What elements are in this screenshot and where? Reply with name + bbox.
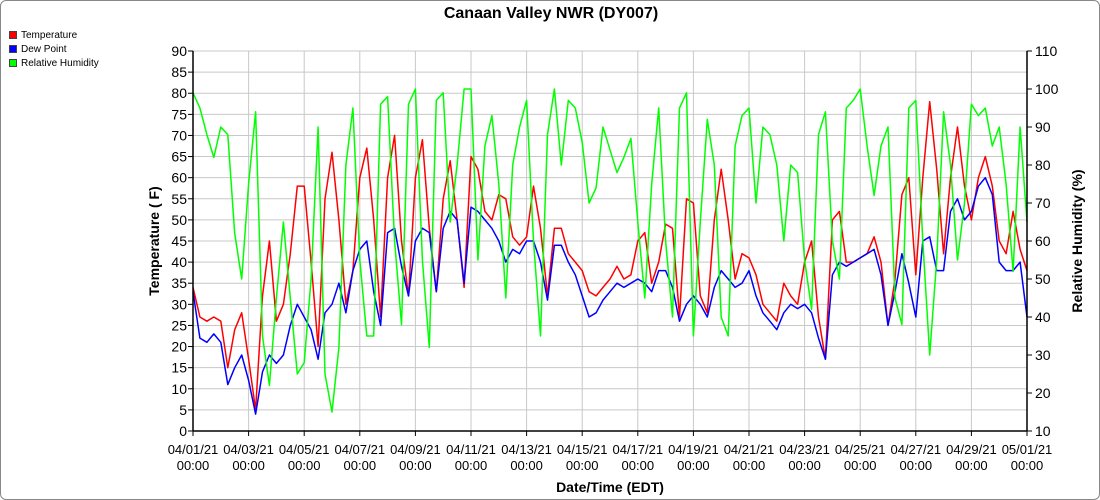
x-tick-label-date: 04/05/21 <box>279 442 330 457</box>
y-tick-label: 30 <box>171 296 187 312</box>
y-tick-label: 5 <box>179 402 187 418</box>
x-tick-label-date: 04/25/21 <box>835 442 886 457</box>
x-tick-label-date: 04/01/21 <box>168 442 219 457</box>
x-tick-label-time: 00:00 <box>900 458 933 473</box>
x-tick-label-time: 00:00 <box>622 458 655 473</box>
legend-swatch-dew-point <box>9 45 17 53</box>
series-line-dew-point <box>192 176 1028 415</box>
x-tick-label-time: 00:00 <box>844 458 877 473</box>
legend-item-dew-point: Dew Point <box>9 42 99 56</box>
y2-tick-label: 60 <box>1035 233 1051 249</box>
y-tick-label: 75 <box>171 106 187 122</box>
legend: Temperature Dew Point Relative Humidity <box>9 28 99 70</box>
x-tick-label-date: 04/11/21 <box>446 442 496 457</box>
series-line-relative-humidity <box>192 88 1028 413</box>
x-tick-label-time: 00:00 <box>1011 458 1044 473</box>
x-tick-label-time: 00:00 <box>399 458 432 473</box>
x-tick-label-date: 04/07/21 <box>334 442 385 457</box>
x-tick-label-time: 00:00 <box>510 458 543 473</box>
legend-swatch-temperature <box>9 31 17 39</box>
y-tick-label: 85 <box>171 64 187 80</box>
x-tick-label-time: 00:00 <box>955 458 988 473</box>
x-tick-label-date: 04/17/21 <box>612 442 663 457</box>
y-tick-label: 80 <box>171 85 187 101</box>
legend-item-temperature: Temperature <box>9 28 99 42</box>
x-tick-label-date: 04/27/21 <box>890 442 941 457</box>
y2-tick-label: 80 <box>1035 157 1051 173</box>
legend-swatch-relative-humidity <box>9 59 17 67</box>
y2-tick-label: 100 <box>1035 81 1059 97</box>
x-tick-label-time: 00:00 <box>288 458 321 473</box>
y-tick-label: 70 <box>171 127 187 143</box>
y-tick-label: 0 <box>179 423 187 439</box>
x-tick-label-date: 04/23/21 <box>779 442 830 457</box>
x-tick-label-date: 04/15/21 <box>557 442 608 457</box>
y-tick-label: 10 <box>171 381 187 397</box>
y-tick-label: 15 <box>171 360 187 376</box>
y-tick-label: 35 <box>171 275 187 291</box>
y2-tick-label: 70 <box>1035 195 1051 211</box>
y-tick-label: 60 <box>171 170 187 186</box>
y-tick-label: 65 <box>171 149 187 165</box>
y2-tick-label: 20 <box>1035 385 1051 401</box>
x-tick-label-time: 00:00 <box>733 458 766 473</box>
y-tick-label: 25 <box>171 317 187 333</box>
x-tick-label-time: 00:00 <box>677 458 710 473</box>
y-axis-title: Temperature ( F) <box>146 186 162 295</box>
x-tick-label-time: 00:00 <box>455 458 488 473</box>
x-tick-label-date: 04/21/21 <box>724 442 775 457</box>
y2-tick-label: 10 <box>1035 423 1051 439</box>
y-tick-label: 90 <box>171 43 187 59</box>
y-tick-label: 55 <box>171 191 187 207</box>
x-tick-label-time: 00:00 <box>232 458 265 473</box>
y2-tick-label: 30 <box>1035 347 1051 363</box>
y-tick-label: 20 <box>171 339 187 355</box>
x-tick-label-time: 00:00 <box>344 458 377 473</box>
y-tick-label: 45 <box>171 233 187 249</box>
x-tick-label-date: 04/19/21 <box>668 442 719 457</box>
y2-tick-label: 50 <box>1035 271 1051 287</box>
legend-item-relative-humidity: Relative Humidity <box>9 56 99 70</box>
y-tick-label: 40 <box>171 254 187 270</box>
y2-tick-label: 40 <box>1035 309 1051 325</box>
y2-axis-title: Relative Humidity (%) <box>1069 169 1085 312</box>
y2-tick-label: 110 <box>1035 43 1058 59</box>
x-tick-label-time: 00:00 <box>177 458 210 473</box>
legend-label: Dew Point <box>21 43 67 55</box>
x-tick-label-time: 00:00 <box>788 458 821 473</box>
legend-label: Relative Humidity <box>21 57 99 69</box>
x-tick-label-date: 04/29/21 <box>946 442 997 457</box>
y2-tick-label: 90 <box>1035 119 1051 135</box>
legend-label: Temperature <box>21 29 78 41</box>
x-tick-label-date: 04/03/21 <box>223 442 274 457</box>
x-tick-label-date: 04/09/21 <box>390 442 441 457</box>
x-tick-label-date: 04/13/21 <box>501 442 552 457</box>
y-tick-label: 50 <box>171 212 187 228</box>
x-tick-label-time: 00:00 <box>566 458 599 473</box>
x-tick-label-date: 05/01/21 <box>1002 442 1053 457</box>
chart-title: Canaan Valley NWR (DY007) <box>443 5 659 22</box>
x-axis-title: Date/Time (EDT) <box>556 479 664 495</box>
